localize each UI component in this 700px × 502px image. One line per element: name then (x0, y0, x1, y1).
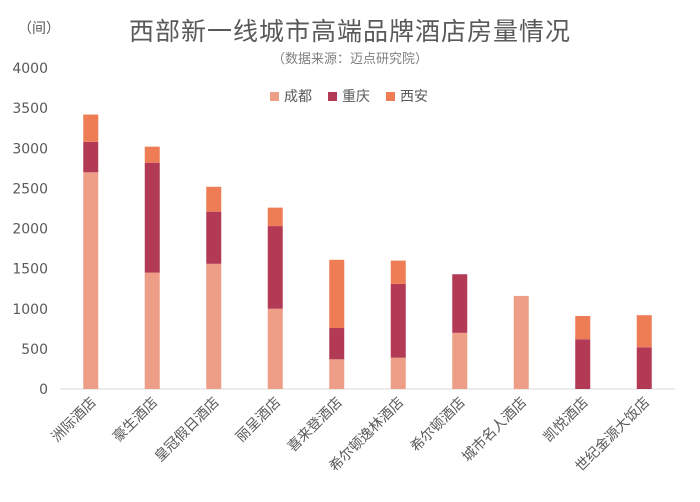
bar-segment (575, 315, 591, 340)
chart-subtitle: （数据来源：迈点研究院） (271, 52, 428, 67)
legend-label-xian: 西安 (400, 89, 428, 105)
y-tick-label: 3000 (12, 141, 48, 157)
legend-item-xian: 西安 (386, 86, 428, 106)
bar-segment (267, 226, 283, 309)
bar-segment (575, 339, 591, 389)
bar-segment (636, 315, 652, 348)
bar-segment (636, 347, 652, 389)
bar-segment (452, 274, 468, 333)
y-tick-label: 0 (39, 382, 48, 398)
bar-segment (144, 162, 160, 273)
legend-swatch-chengdu (270, 91, 279, 101)
bar-segment (144, 272, 160, 389)
legend: 成都 重庆 西安 (270, 86, 428, 106)
bar-segment (206, 263, 222, 389)
y-axis-unit-label: （间） (18, 21, 60, 37)
bar-segment (267, 308, 283, 389)
y-tick-label: 1500 (12, 262, 48, 278)
bar-segment (390, 260, 406, 284)
legend-item-chongqing: 重庆 (328, 86, 370, 106)
bar-segment (83, 172, 99, 389)
x-tick-label: 城市名人酒店 (459, 394, 530, 465)
bar-segment (329, 328, 345, 360)
legend-swatch-xian (386, 91, 395, 101)
x-tick-label: 丽呈酒店 (233, 395, 284, 446)
x-tick-label: 凯悦酒店 (541, 395, 592, 446)
x-tick-label: 豪生酒店 (110, 395, 161, 446)
bar-segment (206, 211, 222, 264)
bar-segment (329, 259, 345, 329)
bar-segment (83, 141, 99, 173)
y-tick-label: 4000 (12, 61, 48, 77)
legend-label-chongqing: 重庆 (342, 89, 370, 105)
y-tick-label: 2500 (12, 181, 48, 197)
legend-swatch-chongqing (328, 91, 337, 101)
bar-segment (144, 146, 160, 163)
chart-title: 西部新一线城市高端品牌酒店房量情况 (128, 17, 571, 46)
bar-segment (390, 357, 406, 389)
bar-segment (206, 186, 222, 212)
legend-label-chengdu: 成都 (284, 89, 312, 105)
bar-segment (267, 207, 283, 227)
bar-segment (329, 359, 345, 389)
bar-segment (513, 295, 529, 389)
bar-segment (83, 114, 99, 142)
legend-item-chengdu: 成都 (270, 86, 312, 106)
x-tick-label: 皇冠假日酒店 (152, 395, 223, 466)
y-tick-label: 2000 (12, 222, 48, 238)
x-tick-label: 洲际酒店 (49, 395, 100, 446)
bar-segment (452, 332, 468, 389)
bar-segment (390, 283, 406, 358)
x-tick-label: 喜来登酒店 (285, 395, 346, 456)
y-tick-label: 500 (21, 342, 48, 358)
x-tick-label: 希尔顿酒店 (408, 395, 469, 456)
y-tick-label: 1000 (12, 302, 48, 318)
y-tick-label: 3500 (12, 101, 48, 117)
